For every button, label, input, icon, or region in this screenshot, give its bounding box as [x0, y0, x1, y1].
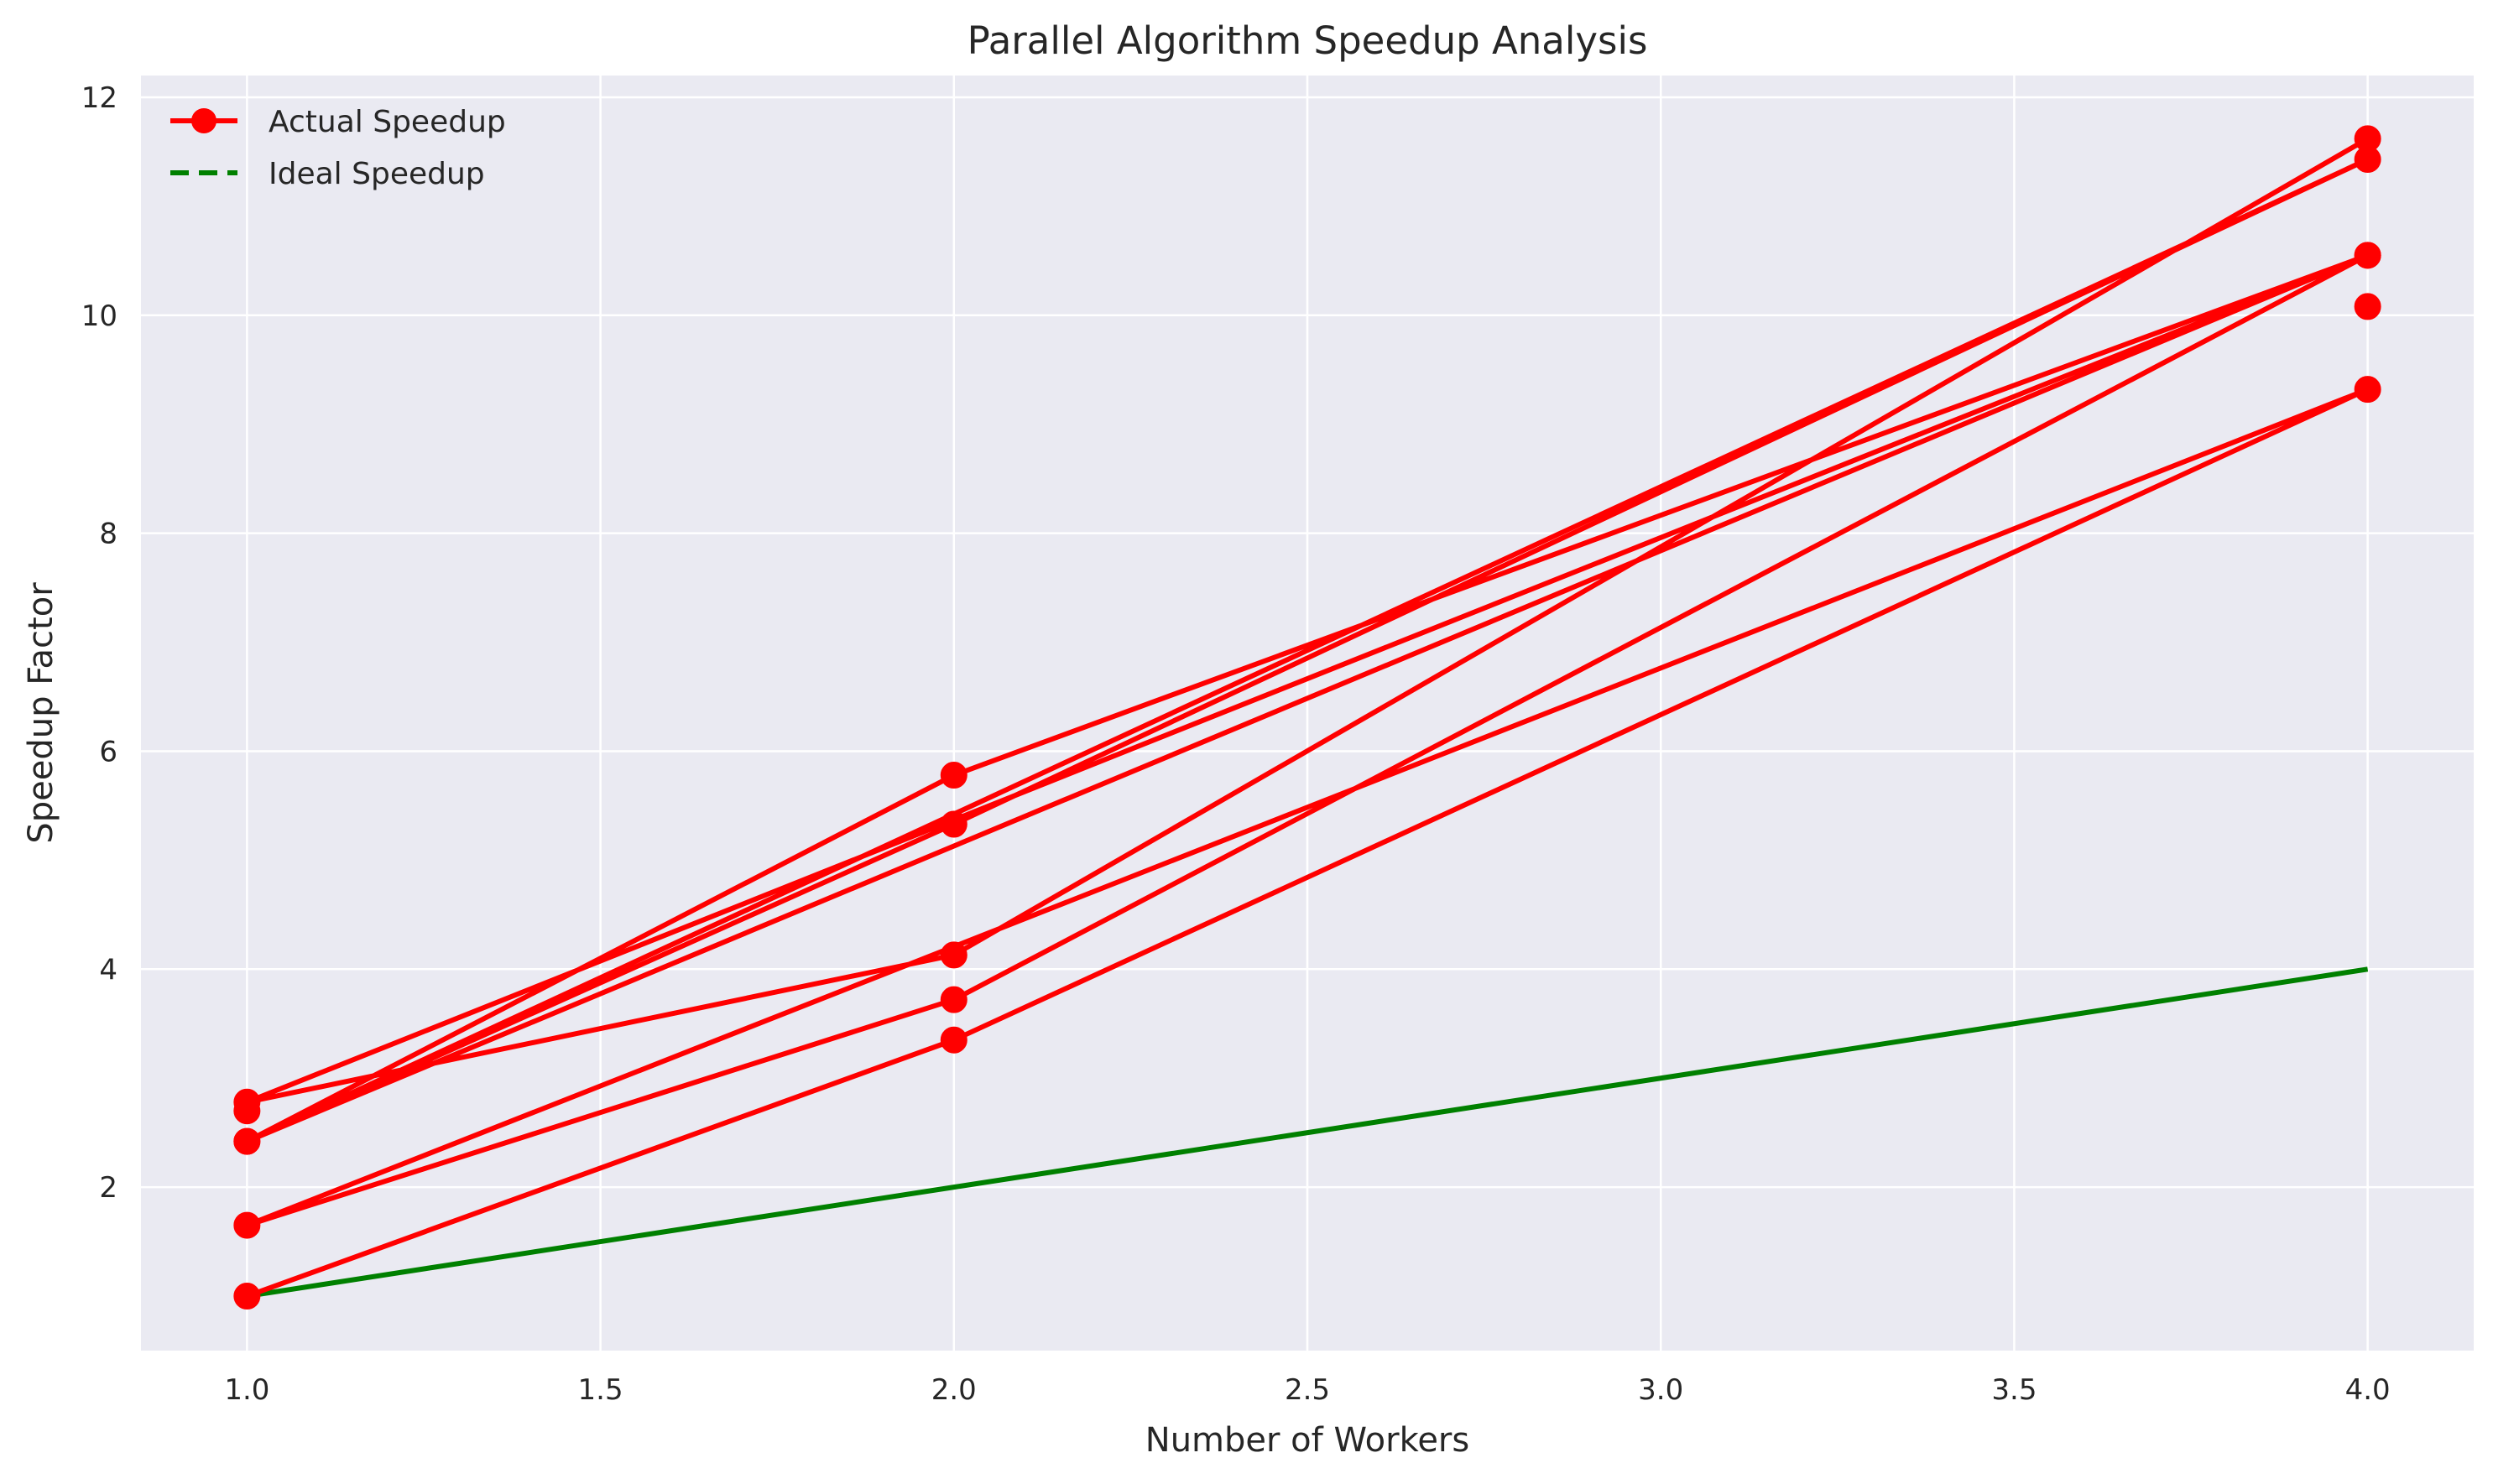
y-axis-label: Speedup Factor	[22, 582, 60, 844]
actual-speedup-point	[2354, 293, 2381, 320]
ideal-speedup-line	[246, 966, 2369, 1299]
x-tick-label: 1.5	[578, 1373, 623, 1407]
actual-speedup-point	[2354, 125, 2381, 153]
actual-speedup-point	[233, 1127, 261, 1155]
y-tick-label: 10	[81, 299, 117, 333]
actual-speedup-point	[940, 941, 967, 969]
grid-lines	[141, 76, 2474, 1351]
x-tick-label: 4.0	[2345, 1373, 2391, 1407]
actual-speedup-point	[2354, 242, 2381, 269]
actual-speedup-point	[233, 1097, 261, 1125]
x-tick-label: 2.0	[931, 1373, 977, 1407]
series-markers	[233, 125, 2381, 1310]
legend-label-actual: Actual Speedup	[269, 105, 506, 139]
actual-speedup-point	[233, 1211, 261, 1239]
x-tick-label: 2.5	[1285, 1373, 1330, 1407]
chart-title: Parallel Algorithm Speedup Analysis	[967, 18, 1648, 63]
y-tick-label: 8	[99, 518, 117, 551]
actual-speedup-point	[940, 986, 967, 1013]
y-tick-label: 2	[99, 1171, 117, 1205]
y-tick-label: 4	[99, 953, 117, 987]
x-axis-label: Number of Workers	[1145, 1421, 1469, 1460]
x-tick-label: 3.0	[1638, 1373, 1683, 1407]
x-tick-label: 3.5	[1991, 1373, 2037, 1407]
legend-label-ideal: Ideal Speedup	[269, 157, 485, 191]
legend-marker-actual	[191, 108, 216, 133]
x-tick-label: 1.0	[224, 1373, 269, 1407]
tick-labels: 1.0 1.5 2.0 2.5 3.0 3.5 4.0 2 4 6 8 10 12	[81, 81, 2391, 1407]
actual-speedup-point	[2354, 376, 2381, 404]
actual-speedup-point	[940, 762, 967, 789]
legend: Actual Speedup Ideal Speedup	[170, 105, 506, 191]
actual-speedup-point	[233, 1283, 261, 1310]
y-tick-label: 12	[81, 81, 117, 115]
actual-speedup-point	[940, 1026, 967, 1054]
y-tick-label: 6	[99, 735, 117, 768]
actual-speedup-point	[940, 810, 967, 838]
